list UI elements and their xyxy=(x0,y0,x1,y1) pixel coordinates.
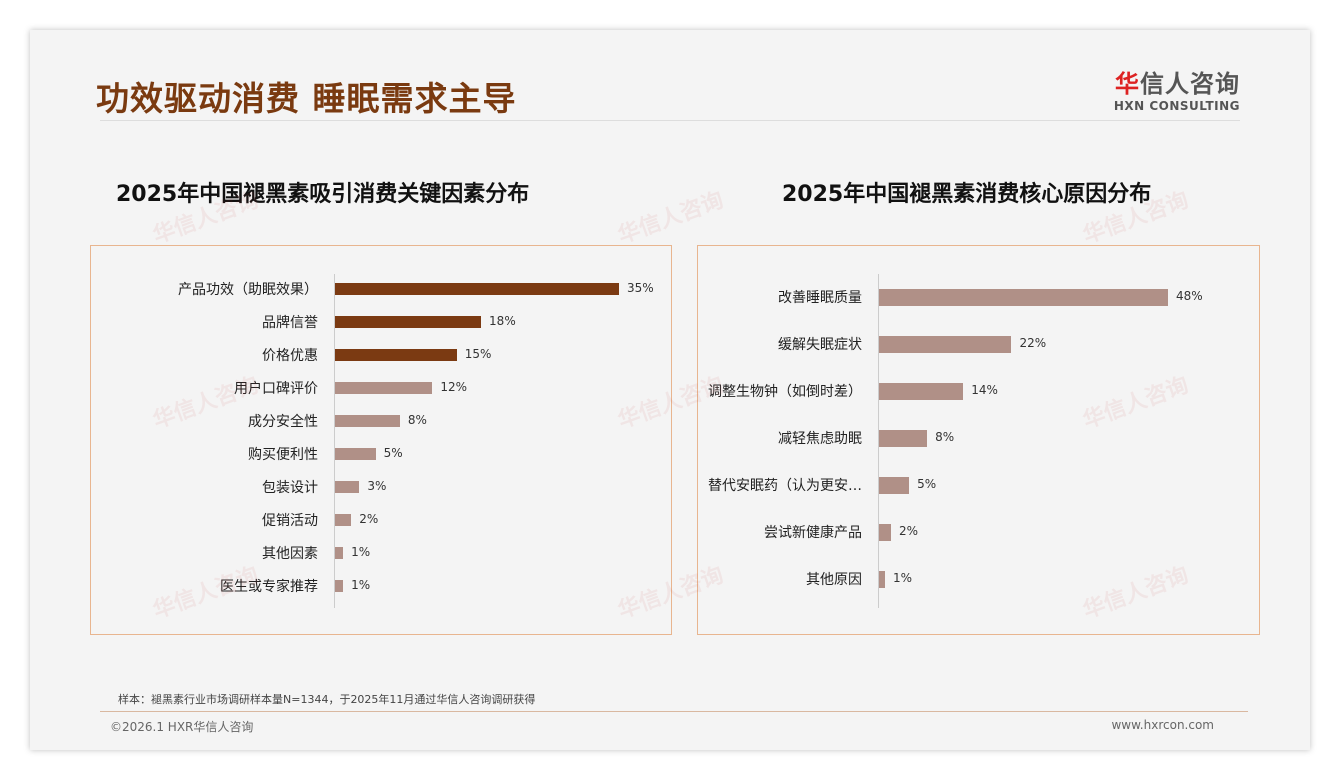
chart-2-panel: 改善睡眠质量 48% 缓解失眠症状 22% 调整生物钟（如倒时差） 14% 减轻焦虑助眠 8%… xyxy=(697,245,1260,635)
bar xyxy=(879,335,1012,353)
y-axis xyxy=(878,274,879,608)
category-label: 价格优惠 xyxy=(262,348,318,364)
chart-1-title: 2025年中国褪黑素吸引消费关键因素分布 xyxy=(116,182,530,207)
data-label: 1% xyxy=(351,545,371,559)
data-label: 14% xyxy=(971,383,998,397)
watermark: 华信人咨询 xyxy=(614,187,727,249)
category-label: 改善睡眠质量 xyxy=(778,290,862,306)
bar xyxy=(879,476,910,494)
y-axis xyxy=(334,274,335,608)
data-label: 48% xyxy=(1176,289,1203,303)
data-label: 8% xyxy=(935,430,955,444)
logo-accent: 华 xyxy=(1115,70,1140,98)
data-label: 2% xyxy=(359,512,379,526)
data-label: 1% xyxy=(893,571,913,585)
bar xyxy=(335,580,344,592)
bar xyxy=(335,415,400,427)
slide: 功效驱动消费 睡眠需求主导 华信人咨询 HXN CONSULTING 2025年… xyxy=(30,30,1310,750)
bar xyxy=(335,448,376,460)
category-label: 产品功效（助眠效果） xyxy=(178,282,318,298)
bar xyxy=(879,570,886,588)
bar xyxy=(335,547,344,559)
bar xyxy=(335,316,482,328)
bar xyxy=(879,429,928,447)
category-label: 减轻焦虑助眠 xyxy=(778,431,862,447)
bar xyxy=(879,523,892,541)
category-label: 缓解失眠症状 xyxy=(778,337,862,353)
data-label: 1% xyxy=(351,578,371,592)
data-label: 35% xyxy=(627,281,654,295)
category-label: 其他因素 xyxy=(262,546,318,562)
category-label: 替代安眠药（认为更安… xyxy=(708,478,862,494)
data-label: 3% xyxy=(367,479,387,493)
bar xyxy=(335,481,360,493)
copyright: ©2026.1 HXR华信人咨询 xyxy=(110,720,254,734)
bar xyxy=(335,514,352,526)
logo-en: HXN CONSULTING xyxy=(1113,99,1240,113)
data-label: 15% xyxy=(464,347,492,361)
data-label: 22% xyxy=(1019,336,1047,350)
logo-cn: 信人咨询 xyxy=(1140,70,1240,98)
category-label: 品牌信誉 xyxy=(262,315,318,331)
data-label: 8% xyxy=(407,413,427,427)
data-label: 12% xyxy=(440,380,468,394)
sample-note: 样本：褪黑素行业市场调研样本量N=1344，于2025年11月通过华信人咨询调研… xyxy=(118,693,536,706)
category-label: 调整生物钟（如倒时差） xyxy=(708,384,862,400)
category-label: 促销活动 xyxy=(262,513,318,529)
data-label: 2% xyxy=(899,524,919,538)
footer-divider xyxy=(100,711,1248,712)
category-label: 用户口碑评价 xyxy=(234,381,318,397)
chart-1-panel: 产品功效（助眠效果） 35% 品牌信誉 18% 价格优惠 15% 用户口碑评价 12% 成分安全… xyxy=(90,245,672,635)
bar xyxy=(335,283,619,295)
chart-2-title: 2025年中国褪黑素消费核心原因分布 xyxy=(782,182,1152,207)
page-title: 功效驱动消费 睡眠需求主导 xyxy=(96,79,517,118)
data-label: 18% xyxy=(489,314,516,328)
data-label: 5% xyxy=(917,477,937,491)
data-label: 5% xyxy=(383,446,403,460)
website-link[interactable]: www.hxrcon.com xyxy=(1111,718,1214,732)
category-label: 成分安全性 xyxy=(248,414,318,430)
bar xyxy=(879,382,964,400)
bar xyxy=(335,382,433,394)
category-label: 包装设计 xyxy=(262,480,318,496)
category-label: 尝试新健康产品 xyxy=(764,525,862,541)
bar xyxy=(879,288,1168,306)
bar xyxy=(335,349,457,361)
logo: 华信人咨询 HXN CONSULTING xyxy=(1114,64,1240,113)
category-label: 购买便利性 xyxy=(248,447,318,463)
category-label: 医生或专家推荐 xyxy=(220,579,318,595)
category-label: 其他原因 xyxy=(806,572,862,588)
header-divider xyxy=(100,120,1240,121)
